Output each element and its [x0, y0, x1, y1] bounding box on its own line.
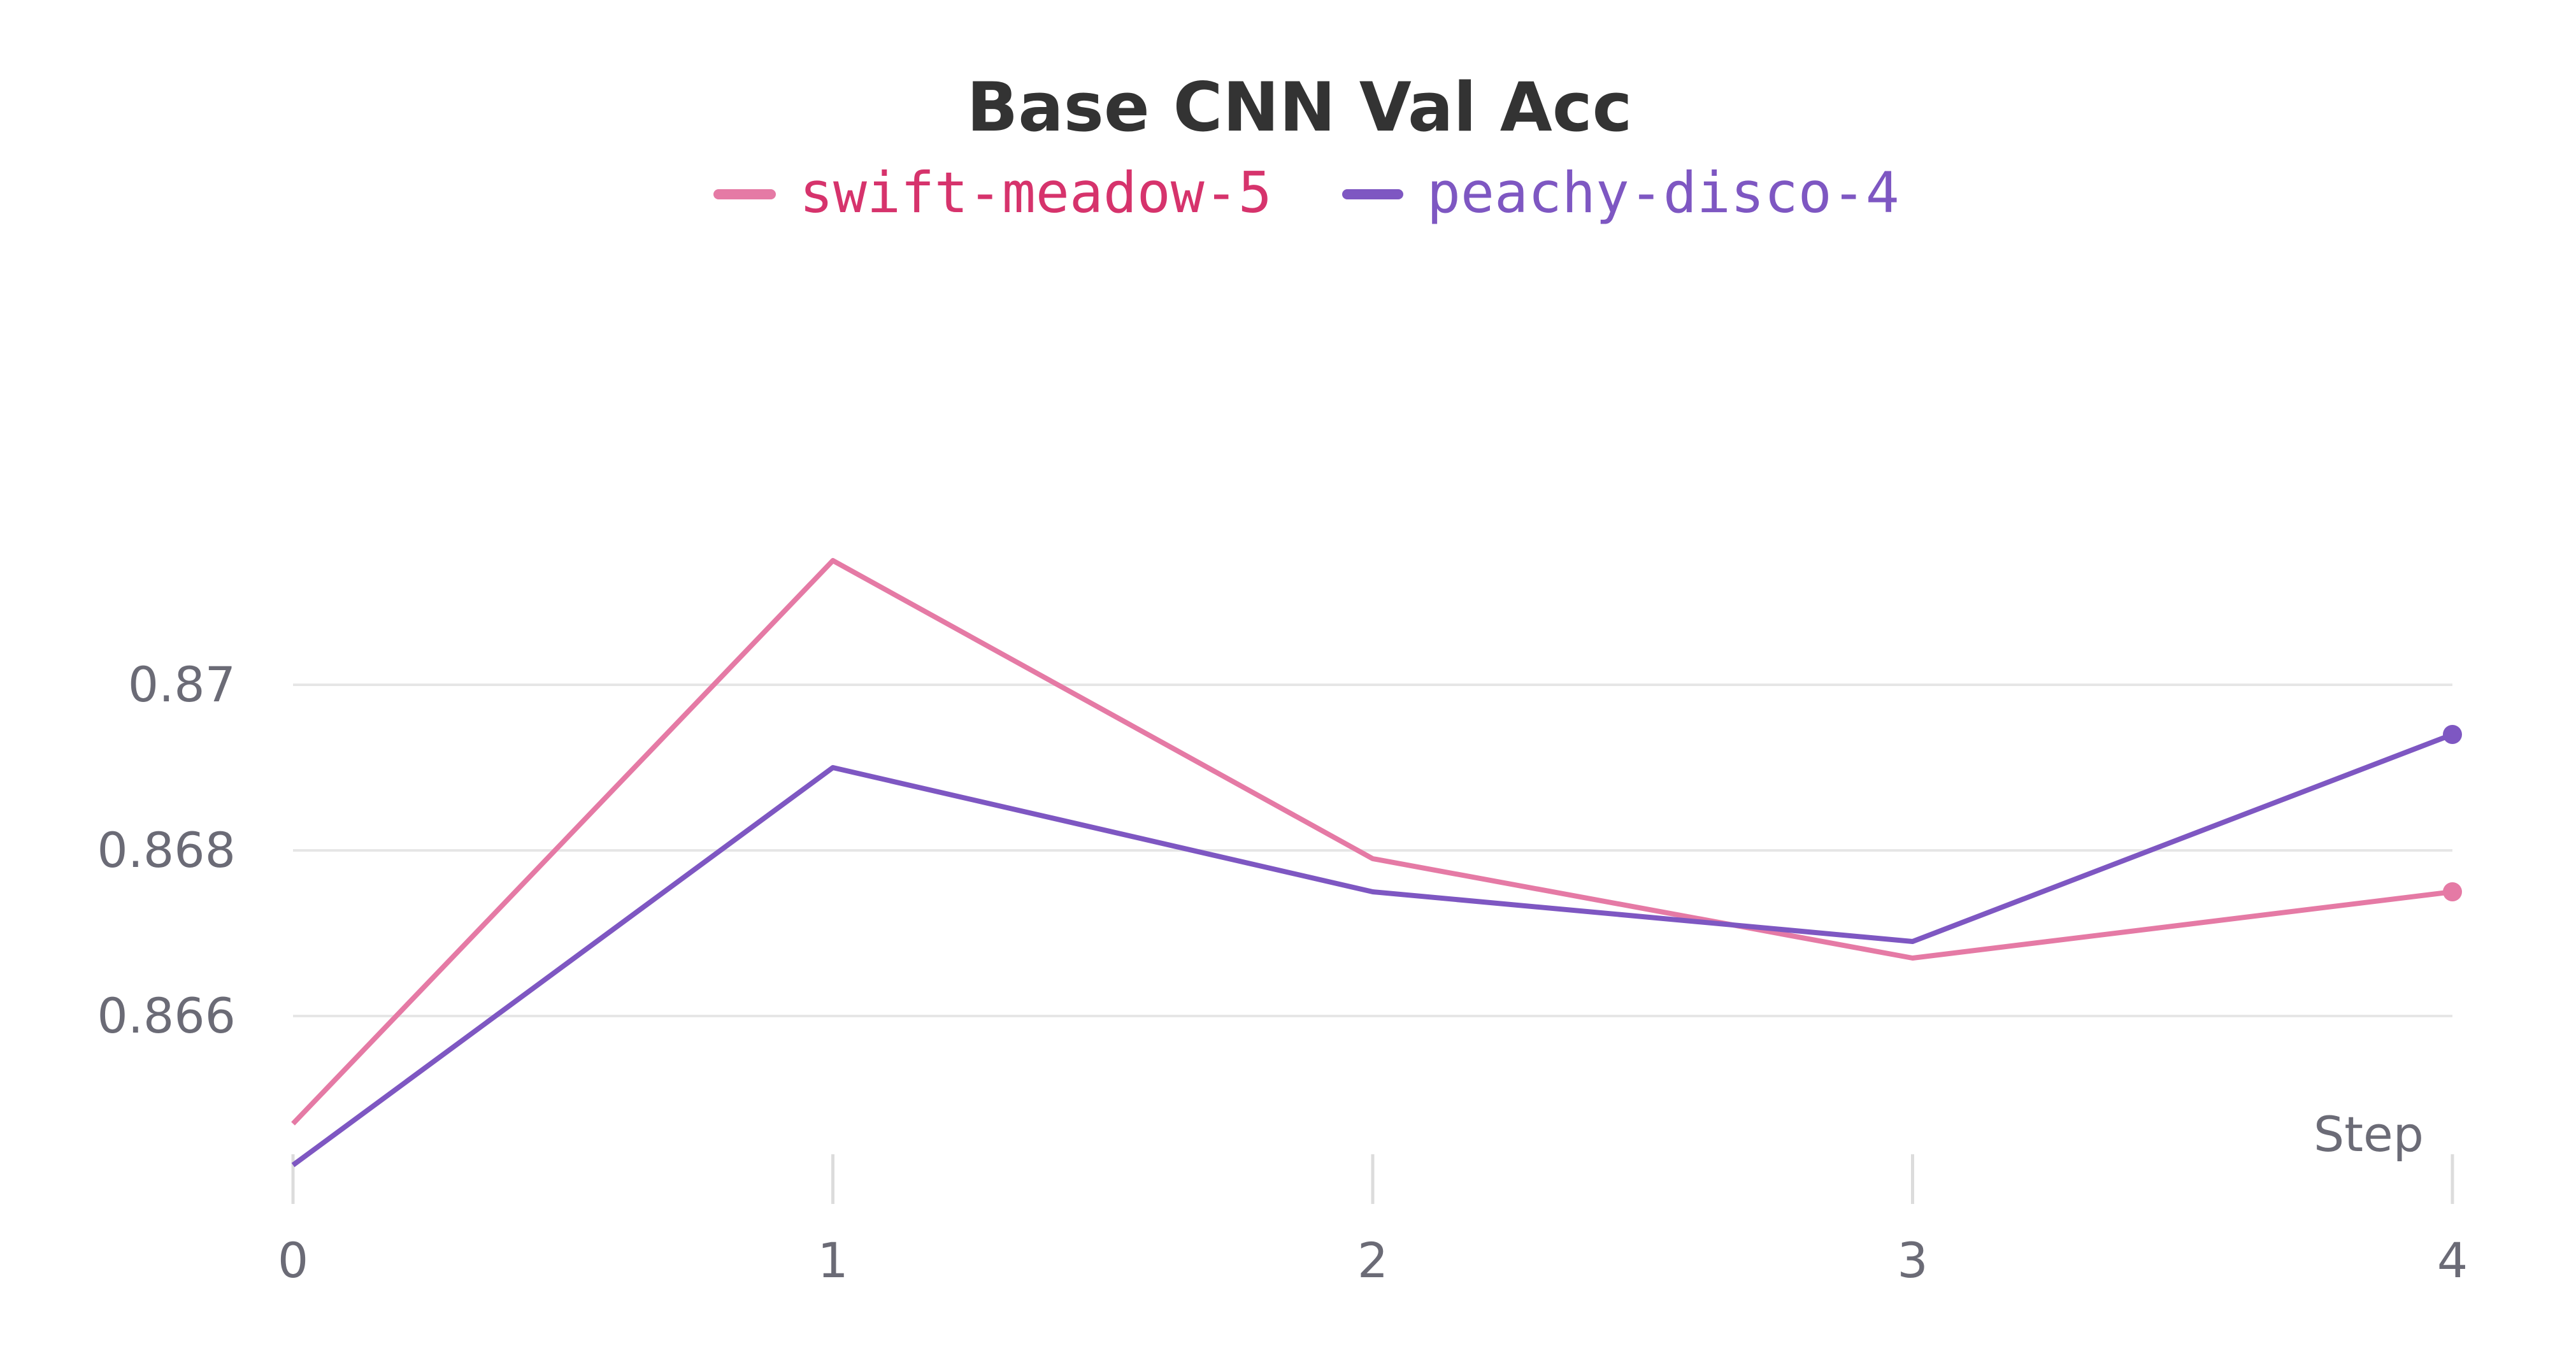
series-swift-meadow-5: [291, 558, 2462, 1126]
x-tick-label: 1: [817, 1232, 848, 1289]
y-axis: 0.866 0.868 0.87: [97, 656, 236, 1044]
legend-item-peachy-disco-4: peachy-disco-4: [1342, 160, 1900, 226]
x-axis-label: Step: [2314, 1106, 2424, 1163]
data-point: [2443, 725, 2462, 744]
data-point: [2443, 882, 2462, 901]
series-peachy-disco-4: [291, 725, 2462, 1168]
legend-item-swift-meadow-5: swift-meadow-5: [713, 160, 1272, 226]
x-axis: 0 1 2 3 4: [278, 1154, 2468, 1289]
legend-label: peachy-disco-4: [1427, 160, 1900, 226]
grid-lines: [293, 684, 2452, 1017]
series-line: [291, 732, 2454, 1168]
y-tick-label: 0.868: [97, 822, 236, 878]
legend: swift-meadow-5 peachy-disco-4: [713, 160, 1900, 226]
chart-title: Base CNN Val Acc: [966, 68, 1632, 147]
x-tick-label: 3: [1897, 1232, 1928, 1289]
series-line: [291, 558, 2453, 1126]
y-tick-label: 0.87: [128, 656, 236, 713]
x-tick-label: 0: [278, 1232, 308, 1289]
series-lines: [291, 558, 2462, 1168]
x-tick-label: 2: [1357, 1232, 1388, 1289]
legend-label: swift-meadow-5: [799, 160, 1272, 226]
x-tick-label: 4: [2437, 1232, 2468, 1289]
y-tick-label: 0.866: [97, 987, 236, 1044]
